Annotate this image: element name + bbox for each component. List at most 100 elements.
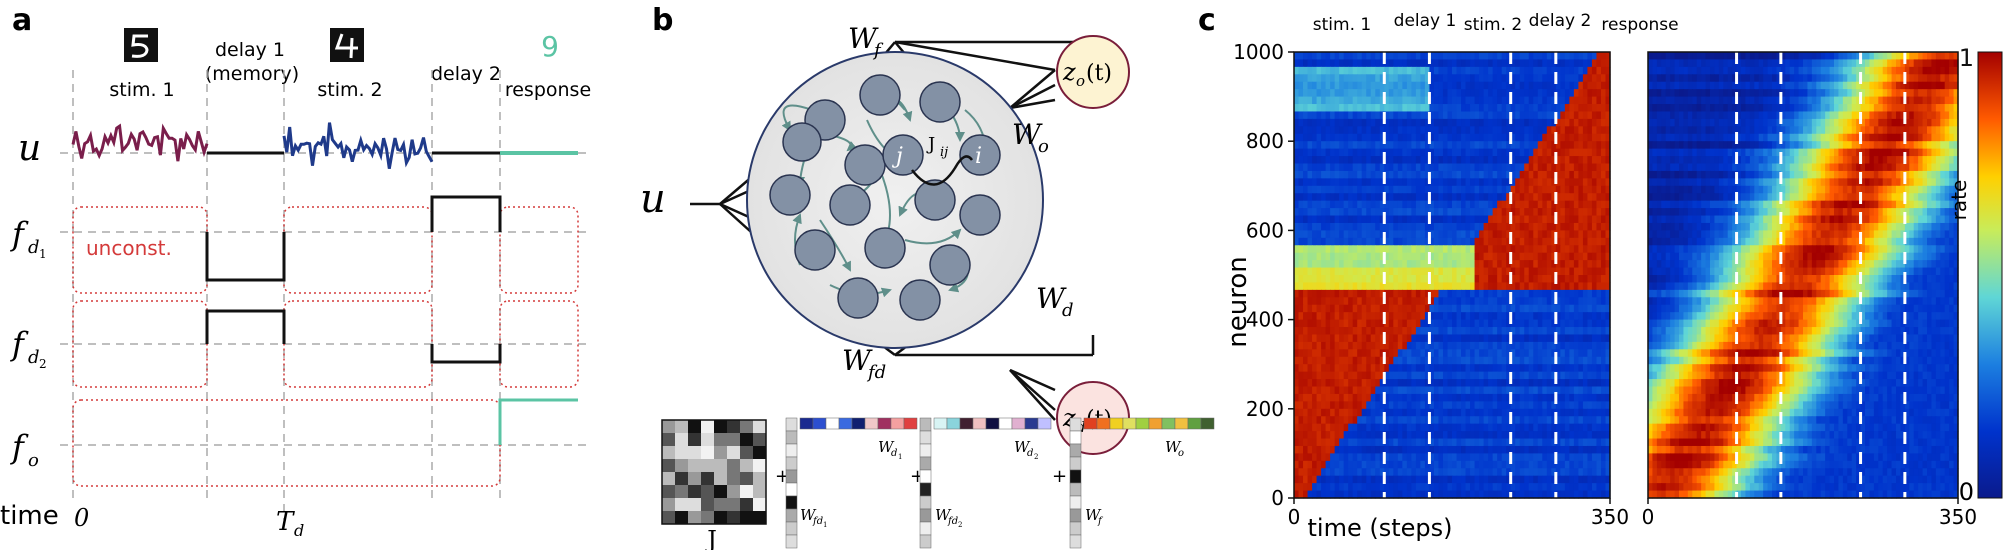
heatmap-cell	[1370, 156, 1376, 165]
heatmap-cell	[1411, 96, 1417, 105]
heatmap-cell	[1456, 401, 1462, 410]
heatmap-cell	[1348, 126, 1354, 135]
heatmap-cell	[1316, 230, 1322, 239]
heatmap-cell	[1452, 66, 1458, 75]
heatmap-cell	[1820, 104, 1826, 113]
heatmap-cell	[1820, 66, 1826, 75]
heatmap-cell	[1298, 408, 1304, 417]
heatmap-cell	[1307, 423, 1313, 432]
heatmap-cell	[1745, 104, 1751, 113]
heatmap-cell	[1334, 185, 1340, 194]
heatmap-cell	[1442, 260, 1449, 269]
heatmap-cell	[1388, 282, 1394, 291]
heatmap-cell	[1375, 66, 1381, 75]
heatmap-cell	[1330, 178, 1336, 187]
heatmap-cell	[1578, 475, 1584, 484]
heatmap-cell	[1361, 215, 1367, 224]
heatmap-cell	[1307, 438, 1313, 447]
heatmap-cell	[1447, 148, 1453, 157]
heatmap-cell	[1533, 215, 1539, 224]
heatmap-cell	[1573, 89, 1579, 98]
heatmap-cell	[1303, 356, 1309, 365]
heatmap-cell	[1442, 341, 1449, 350]
heatmap-cell	[1582, 475, 1589, 484]
heatmap-cell	[1379, 96, 1385, 105]
heatmap-cell	[1447, 126, 1453, 135]
heatmap-cell	[1519, 431, 1525, 440]
heatmap-cell	[1582, 468, 1589, 477]
heatmap-cell	[1393, 319, 1399, 328]
heatmap-cell	[1600, 393, 1607, 402]
heatmap-cell	[1474, 252, 1480, 261]
heatmap-cell	[1492, 401, 1498, 410]
heatmap-cell	[1600, 237, 1607, 246]
heatmap-cell	[1366, 379, 1372, 388]
heatmap-cell	[1424, 237, 1431, 246]
heatmap-cell	[1560, 327, 1566, 336]
heatmap-cell	[1772, 81, 1778, 90]
heatmap-cell	[1564, 297, 1570, 306]
heatmap-cell	[1533, 52, 1539, 61]
heatmap-cell	[1560, 401, 1566, 410]
heatmap-cell	[1321, 334, 1327, 343]
heatmap-cell	[1927, 96, 1933, 105]
heatmap-cell	[1488, 431, 1494, 440]
heatmap-cell	[1366, 222, 1372, 231]
heatmap-cell	[1361, 475, 1367, 484]
heatmap-cell	[1940, 52, 1946, 61]
heatmap-cell	[1656, 74, 1662, 83]
heatmap-cell	[1501, 423, 1507, 432]
heatmap-cell	[1569, 81, 1575, 90]
heatmap-cell	[1424, 408, 1431, 417]
heatmap-cell	[1397, 215, 1403, 224]
heatmap-cell	[1479, 282, 1485, 291]
heatmap-cell	[1424, 52, 1431, 61]
heatmap-cell	[1909, 59, 1915, 68]
heatmap-cell	[1497, 282, 1503, 291]
heatmap-cell	[1560, 178, 1566, 187]
heatmap-cell	[1402, 215, 1408, 224]
heatmap-cell	[1366, 408, 1372, 417]
heatmap-cell	[1325, 349, 1331, 358]
heatmap-cell	[1537, 453, 1543, 462]
heatmap-cell	[1519, 297, 1525, 306]
heatmap-cell	[1569, 193, 1575, 202]
heatmap-cell	[1537, 156, 1543, 165]
matrix-J-cell	[753, 459, 766, 472]
heatmap-cell	[1379, 252, 1385, 261]
heatmap-cell	[1375, 356, 1381, 365]
heatmap-cell	[1424, 59, 1431, 68]
matrix-J-cell	[753, 485, 766, 498]
heatmap-cell	[1334, 319, 1340, 328]
heatmap-cell	[1551, 490, 1557, 499]
heatmap-cell	[1591, 52, 1598, 61]
heatmap-cell	[1415, 260, 1421, 269]
heatmap-cell	[1555, 208, 1561, 217]
heatmap-cell	[1551, 379, 1557, 388]
heatmap-cell	[1533, 401, 1539, 410]
heatmap-cell	[1442, 438, 1449, 447]
heatmap-cell	[1379, 52, 1385, 61]
heatmap-cell	[1741, 89, 1747, 98]
heatmap-cell	[1461, 304, 1467, 313]
heatmap-cell	[1303, 222, 1309, 231]
heatmap-cell	[1528, 193, 1534, 202]
heatmap-cell	[1456, 483, 1462, 492]
heatmap-cell	[1361, 193, 1367, 202]
heatmap-cell	[1873, 66, 1879, 75]
heatmap-cell	[1433, 185, 1440, 194]
heatmap-cell	[1600, 401, 1607, 410]
heatmap-cell	[1298, 193, 1304, 202]
heatmap-cell	[1429, 230, 1435, 239]
heatmap-cell	[1687, 52, 1693, 61]
heatmap-cell	[1785, 59, 1791, 68]
heatmap-cell	[1506, 349, 1512, 358]
heatmap-cell	[1442, 59, 1449, 68]
heatmap-cell	[1492, 356, 1498, 365]
heatmap-cell	[1343, 230, 1349, 239]
heatmap-cell	[1551, 74, 1557, 83]
heatmap-cell	[1825, 96, 1831, 105]
heatmap-cell	[1803, 52, 1809, 61]
heatmap-cell	[1366, 401, 1372, 410]
heatmap-cell	[1352, 282, 1358, 291]
